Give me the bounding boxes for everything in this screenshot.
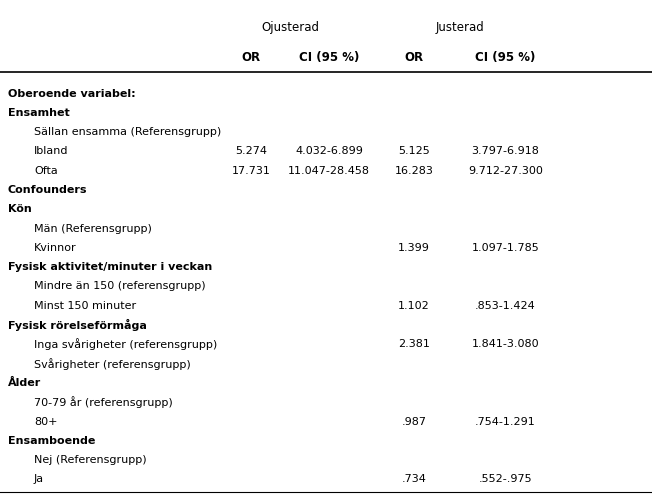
Text: CI (95 %): CI (95 %) <box>299 51 359 64</box>
Text: .552-.975: .552-.975 <box>479 475 532 485</box>
Text: .754-1.291: .754-1.291 <box>475 417 536 427</box>
Text: Ålder: Ålder <box>8 378 41 388</box>
Text: .987: .987 <box>402 417 426 427</box>
Text: Fysisk aktivitet/minuter i veckan: Fysisk aktivitet/minuter i veckan <box>8 262 212 272</box>
Text: Ja: Ja <box>34 475 44 485</box>
Text: 1.399: 1.399 <box>398 243 430 253</box>
Text: Ofta: Ofta <box>34 166 57 176</box>
Text: Fysisk rörelseförmåga: Fysisk rörelseförmåga <box>8 319 147 331</box>
Text: Sällan ensamma (Referensgrupp): Sällan ensamma (Referensgrupp) <box>34 127 221 137</box>
Text: Svårigheter (referensgrupp): Svårigheter (referensgrupp) <box>34 358 190 370</box>
Text: .853-1.424: .853-1.424 <box>475 301 536 311</box>
Text: Inga svårigheter (referensgrupp): Inga svårigheter (referensgrupp) <box>34 338 217 350</box>
Text: Ojusterad: Ojusterad <box>261 21 319 34</box>
Text: Nej (Referensgrupp): Nej (Referensgrupp) <box>34 455 147 465</box>
Text: Ensamhet: Ensamhet <box>8 108 70 118</box>
Text: Mindre än 150 (referensgrupp): Mindre än 150 (referensgrupp) <box>34 281 205 291</box>
Text: 80+: 80+ <box>34 417 57 427</box>
Text: 1.097-1.785: 1.097-1.785 <box>471 243 539 253</box>
Text: 1.102: 1.102 <box>398 301 430 311</box>
Text: Minst 150 minuter: Minst 150 minuter <box>34 301 136 311</box>
Text: Kvinnor: Kvinnor <box>34 243 76 253</box>
Text: 1.841-3.080: 1.841-3.080 <box>471 339 539 349</box>
Text: 4.032-6.899: 4.032-6.899 <box>295 146 363 156</box>
Text: 11.047-28.458: 11.047-28.458 <box>288 166 370 176</box>
Text: 16.283: 16.283 <box>394 166 434 176</box>
Text: Kön: Kön <box>8 204 31 214</box>
Text: OR: OR <box>404 51 424 64</box>
Text: 70-79 år (referensgrupp): 70-79 år (referensgrupp) <box>34 396 173 408</box>
Text: 9.712-27.300: 9.712-27.300 <box>468 166 542 176</box>
Text: Män (Referensgrupp): Män (Referensgrupp) <box>34 224 152 234</box>
Text: Ensamboende: Ensamboende <box>8 436 95 446</box>
Text: 2.381: 2.381 <box>398 339 430 349</box>
Text: CI (95 %): CI (95 %) <box>475 51 535 64</box>
Text: Justerad: Justerad <box>436 21 484 34</box>
Text: Oberoende variabel:: Oberoende variabel: <box>8 88 136 98</box>
Text: 5.125: 5.125 <box>398 146 430 156</box>
Text: 5.274: 5.274 <box>235 146 267 156</box>
Text: 17.731: 17.731 <box>231 166 271 176</box>
Text: 3.797-6.918: 3.797-6.918 <box>471 146 539 156</box>
Text: OR: OR <box>241 51 261 64</box>
Text: .734: .734 <box>402 475 426 485</box>
Text: Ibland: Ibland <box>34 146 68 156</box>
Text: Confounders: Confounders <box>8 185 87 195</box>
